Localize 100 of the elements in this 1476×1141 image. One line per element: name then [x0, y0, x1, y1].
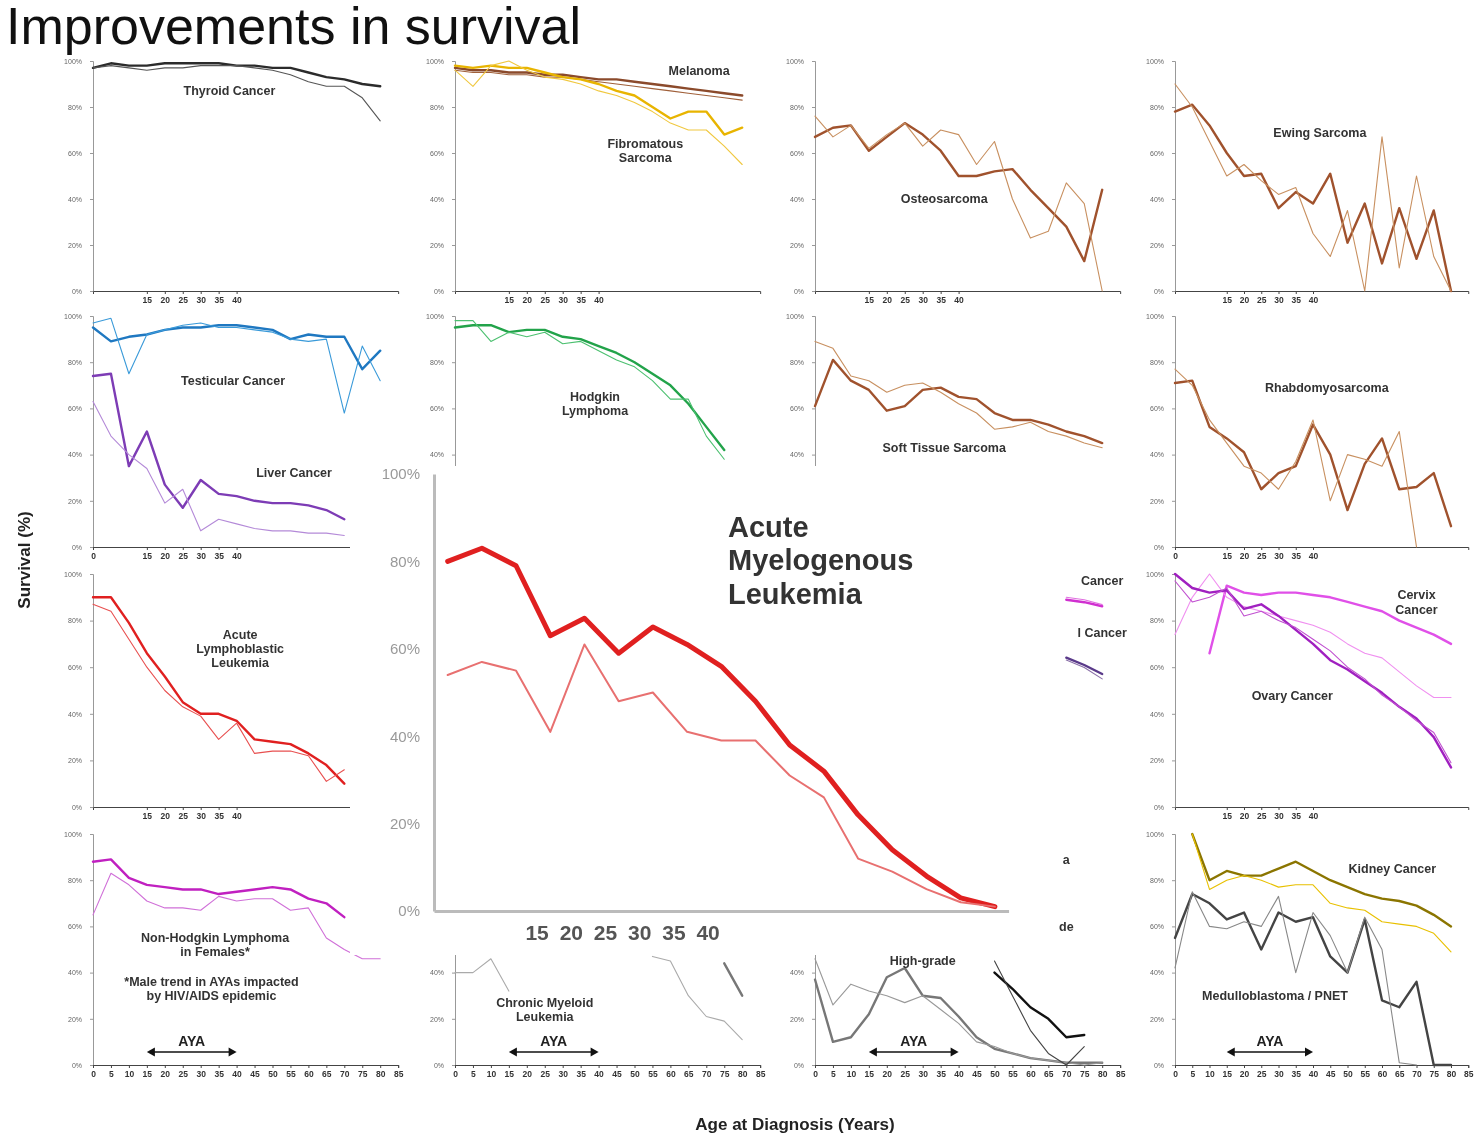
- x-tick-label: 15: [864, 295, 875, 306]
- x-tick-label: 40: [594, 295, 605, 306]
- x-tick-label: 20: [1239, 811, 1250, 822]
- x-tick-label: 35: [1291, 295, 1302, 306]
- annotation: de: [1059, 919, 1074, 934]
- x-tick-label: 25: [178, 1069, 189, 1080]
- x-tick-label: 25: [178, 295, 189, 306]
- x-tick-label: 45: [972, 1069, 983, 1080]
- x-tick-label: 85: [755, 1069, 766, 1080]
- y-tick-label: 40%: [389, 727, 420, 745]
- y-tick-label: 20%: [389, 814, 420, 832]
- x-tick-label: 30: [196, 551, 207, 562]
- x-tick-label: 15: [142, 1069, 153, 1080]
- x-tick-label: 20: [522, 1069, 533, 1080]
- x-tick-label: 80: [375, 1069, 386, 1080]
- x-tick-label: 75: [720, 1069, 730, 1080]
- annotation: Medulloblastoma / PNET: [1202, 989, 1349, 1004]
- x-tick-label: 15: [504, 1069, 515, 1080]
- x-tick-label: 40: [1308, 1069, 1319, 1080]
- annotation: Soft Tissue Sarcoma: [882, 441, 1007, 456]
- x-tick-label: 20: [882, 295, 893, 306]
- x-tick-label: 20: [160, 551, 171, 562]
- x-tick-label: 40: [232, 551, 243, 562]
- annotation: AYA: [540, 1033, 568, 1049]
- x-tick-label: 60: [1377, 1069, 1388, 1080]
- annotation: l Cancer: [1077, 625, 1127, 640]
- annotation: Rhabdomyosarcoma: [1264, 380, 1390, 395]
- x-tick-label: 45: [612, 1069, 623, 1080]
- annotation: Ewing Sarcoma: [1273, 125, 1368, 140]
- x-tick-label: 80: [737, 1069, 748, 1080]
- x-tick-label: 85: [393, 1069, 404, 1080]
- x-tick-label: 35: [1291, 551, 1302, 562]
- x-tick-label: 20: [160, 1069, 171, 1080]
- x-tick-label: 65: [1044, 1069, 1054, 1080]
- x-tick-label: 30: [196, 811, 207, 822]
- text: Cancer: [1081, 574, 1124, 589]
- x-tick-label: 25: [178, 551, 189, 562]
- x-tick-label: 5: [1190, 1069, 1196, 1080]
- x-tick-label: 30: [1274, 295, 1284, 306]
- x-tick-label: 15: [142, 811, 153, 822]
- x-tick-label: 10: [1205, 1069, 1215, 1080]
- x-tick-label: 40: [1308, 551, 1319, 562]
- annotation: Melanoma: [668, 63, 731, 78]
- x-tick-label: 50: [268, 1069, 278, 1080]
- annotation: Osteosarcoma: [900, 192, 989, 207]
- x-tick-label: 75: [1429, 1069, 1440, 1080]
- text: Survival (%): [15, 511, 34, 609]
- x-tick-label: 20: [882, 1069, 893, 1080]
- x-tick-label: 25: [900, 1069, 911, 1080]
- x-tick-label: 0: [1173, 1069, 1179, 1080]
- x-tick-label: 5: [471, 1069, 477, 1080]
- x-tick-label: 45: [1326, 1069, 1336, 1080]
- x-tick-label: 35: [1291, 811, 1302, 822]
- x-tick-label: 25: [1257, 551, 1267, 562]
- x-tick-label: 15: [1222, 551, 1233, 562]
- x-tick-label: 20: [1239, 295, 1250, 306]
- x-tick-label: 0: [813, 1069, 819, 1080]
- x-tick-label: 35: [662, 920, 686, 944]
- x-tick-label: 35: [936, 295, 947, 306]
- x-tick-label: 40: [1308, 811, 1319, 822]
- x-tick-label: 60: [666, 1069, 676, 1080]
- x-tick-label: 15: [1222, 295, 1233, 306]
- x-tick-label: 15: [864, 1069, 875, 1080]
- y-tick-label: 80%: [389, 552, 420, 570]
- x-tick-label: 70: [340, 1069, 350, 1080]
- x-tick-label: 80: [1446, 1069, 1457, 1080]
- x-tick-label: 30: [196, 295, 207, 306]
- annotation: Chronic Myeloid Leukemia: [496, 995, 594, 1025]
- annotation: *Male trend in AYAs impacted by HIV/AIDS epidemic: [124, 974, 299, 1004]
- x-tick-label: 30: [918, 295, 929, 306]
- x-tick-label: 70: [1412, 1069, 1422, 1080]
- x-tick-label: 50: [1343, 1069, 1353, 1080]
- y-tick-label: 100%: [381, 465, 420, 483]
- annotation: Thyroid Cancer: [183, 84, 276, 99]
- x-tick-label: 35: [214, 1069, 225, 1080]
- x-tick-label: 25: [1257, 295, 1267, 306]
- x-tick-label: 30: [558, 1069, 569, 1080]
- x-tick-label: 30: [1274, 1069, 1284, 1080]
- x-tick-label: 25: [540, 1069, 551, 1080]
- x-tick-label: 40: [594, 1069, 605, 1080]
- text: Age at Diagnosis (Years): [695, 1115, 895, 1134]
- x-tick-label: 10: [486, 1069, 497, 1080]
- x-tick-label: 20: [522, 295, 533, 306]
- x-tick-label: 20: [160, 295, 171, 306]
- x-tick-label: 15: [142, 551, 153, 562]
- annotation: Acute Lymphoblastic Leukemia: [196, 627, 285, 671]
- x-tick-label: 40: [1308, 295, 1319, 306]
- x-tick-label: 65: [684, 1069, 694, 1080]
- x-tick-label: 60: [304, 1069, 314, 1080]
- x-tick-label: 50: [630, 1069, 640, 1080]
- annotation: Hodgkin Lymphoma: [561, 389, 630, 419]
- x-tick-label: 30: [196, 1069, 207, 1080]
- x-tick-label: 25: [900, 295, 911, 306]
- x-tick-label: 85: [1464, 1069, 1474, 1080]
- annotation: Cervix Cancer: [1395, 588, 1438, 617]
- text: Acute Myelogenous Leukemia: [728, 510, 914, 610]
- x-tick-label: 35: [576, 1069, 587, 1080]
- x-tick-label: 65: [1395, 1069, 1405, 1080]
- x-tick-label: 35: [936, 1069, 947, 1080]
- x-tick-label: 50: [990, 1069, 1000, 1080]
